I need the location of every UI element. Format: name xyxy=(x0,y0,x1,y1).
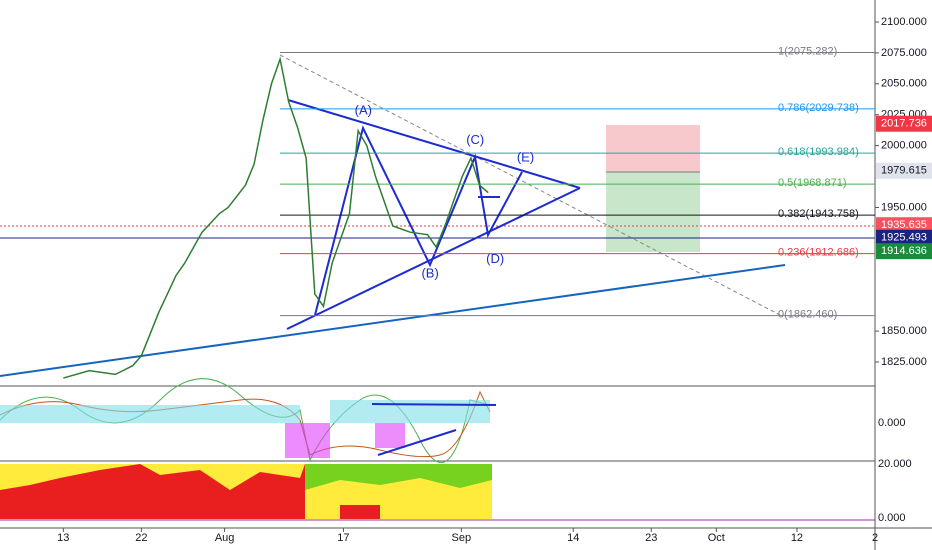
price-badge-label: 1925.493 xyxy=(881,232,927,244)
heat-block xyxy=(305,464,492,490)
y-tick-label: 2100.000 xyxy=(881,16,927,28)
histogram xyxy=(285,423,330,458)
x-tick-label: Oct xyxy=(708,532,725,544)
x-tick-label: Sep xyxy=(452,532,472,544)
price-badge xyxy=(876,162,932,179)
trend-line xyxy=(0,264,786,377)
stop-zone xyxy=(606,125,700,172)
fib-label: 0.382(1943.758) xyxy=(778,208,859,220)
price-badge xyxy=(876,217,932,234)
histogram xyxy=(0,405,300,423)
indicator-tick-label: 0.000 xyxy=(878,417,906,429)
x-tick-label: 14 xyxy=(567,532,579,544)
wave-label: (D) xyxy=(486,251,504,266)
fib-label: 1(2075.282) xyxy=(778,45,837,57)
triangle-upper xyxy=(287,99,581,189)
heat-block xyxy=(340,505,380,519)
target-zone xyxy=(606,172,700,252)
heat-block xyxy=(140,464,305,490)
trend-line xyxy=(377,429,457,456)
price-badge xyxy=(876,115,932,132)
histogram xyxy=(330,400,490,423)
wave-label: (E) xyxy=(517,149,534,164)
indicator-tick-label: 20.000 xyxy=(878,458,912,470)
y-tick-label: 2050.000 xyxy=(881,78,927,90)
wave-label: (B) xyxy=(421,266,438,281)
y-tick-label: 1950.000 xyxy=(881,201,927,213)
fib-label: 0.5(1968.871) xyxy=(778,177,847,189)
heat-block xyxy=(0,464,140,490)
x-tick-label: 22 xyxy=(135,532,147,544)
x-tick-label: Aug xyxy=(215,532,235,544)
x-tick-label: 2 xyxy=(872,532,878,544)
wave-label: (C) xyxy=(466,132,484,147)
wave-label: (A) xyxy=(355,102,372,117)
price-badge xyxy=(876,243,932,260)
x-tick-label: 13 xyxy=(57,532,69,544)
y-tick-label: 2000.000 xyxy=(881,140,927,152)
fib-label: 0.236(1912.686) xyxy=(778,246,859,258)
x-tick-label: 23 xyxy=(645,532,657,544)
y-tick-label: 1850.000 xyxy=(881,325,927,337)
fib-label: 0(1862.460) xyxy=(778,309,837,321)
x-tick-label: 12 xyxy=(791,532,803,544)
price-badge-label: 1935.635 xyxy=(881,219,927,231)
fib-trend xyxy=(279,54,781,316)
trend-line xyxy=(371,403,497,406)
price-badge xyxy=(876,229,932,246)
price-badge-label: 1979.615 xyxy=(881,165,927,177)
price-badge-label: 1914.636 xyxy=(881,245,927,257)
price-line xyxy=(63,56,489,379)
y-tick-label: 1825.000 xyxy=(881,356,927,368)
histogram xyxy=(375,423,405,448)
indicator-tick-label: 0.000 xyxy=(878,512,906,524)
y-tick-label: 2075.000 xyxy=(881,47,927,59)
x-tick-label: 17 xyxy=(337,532,349,544)
fib-label: 0.618(1993.984) xyxy=(778,146,859,158)
price-badge-label: 2017.736 xyxy=(881,118,927,130)
fib-label: 0.786(2029.738) xyxy=(778,102,859,114)
